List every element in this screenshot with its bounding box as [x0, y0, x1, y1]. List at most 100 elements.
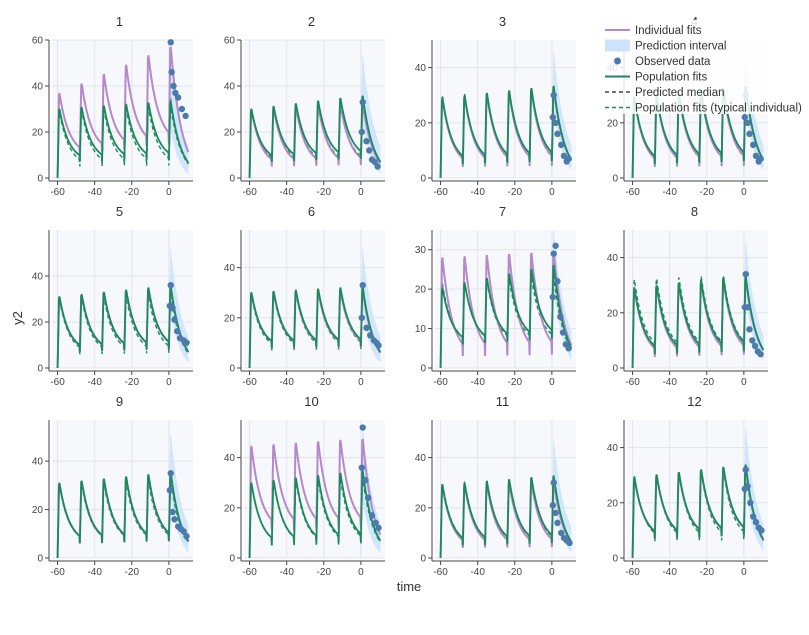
x-tick-label: -20: [700, 187, 715, 198]
y-tick-label: 0: [37, 554, 43, 565]
panel-12: -60 -40 -20 0 0 20 40 12: [607, 394, 768, 578]
observed-point: [747, 499, 754, 506]
population-fit-line: [56, 97, 190, 179]
observed-point: [183, 533, 190, 540]
population-fit-line: [56, 472, 190, 559]
observed-point: [366, 147, 373, 154]
observed-point: [375, 524, 382, 532]
population-fit-line: [631, 85, 765, 179]
observed-point: [744, 483, 751, 490]
observed-point: [171, 516, 178, 523]
y-tick-label: 0: [420, 554, 426, 565]
y-tick-label: 20: [224, 313, 236, 324]
panel-title: 5: [116, 204, 123, 219]
legend-background: [598, 20, 809, 114]
legend-swatch: [605, 39, 630, 52]
observed-point: [742, 270, 749, 278]
observed-point: [372, 519, 379, 527]
x-tick-label: 0: [741, 187, 747, 198]
observed-point: [358, 464, 366, 471]
prediction-interval-band: [743, 241, 764, 368]
observed-point: [167, 470, 174, 477]
panel-title: 1: [116, 14, 123, 29]
x-tick-label: 0: [741, 377, 747, 388]
panel-title: 10: [304, 394, 318, 409]
x-tick-label: -20: [508, 377, 523, 388]
observed-point: [566, 539, 573, 547]
x-tick-label: -40: [279, 567, 294, 578]
population-fit-line: [631, 275, 765, 369]
observed-point: [174, 94, 182, 101]
observed-point: [758, 527, 765, 534]
observed-point: [757, 351, 764, 358]
y-tick-label: 0: [229, 364, 235, 375]
x-tick-label: 0: [358, 187, 364, 198]
panel-10: -60 -40 -20 0 0 20 40 10: [224, 394, 385, 578]
observed-point: [169, 508, 176, 516]
y-tick-label: 40: [415, 63, 427, 74]
observed-point: [368, 512, 376, 519]
y-tick-label: 20: [32, 318, 44, 329]
y-tick-label: 20: [32, 505, 44, 516]
x-axis-label: time: [397, 579, 422, 594]
observed-point: [168, 69, 175, 76]
x-tick-label: -20: [125, 567, 140, 578]
y-tick-label: 60: [224, 36, 236, 47]
x-tick-label: -40: [662, 187, 677, 198]
x-tick-label: 0: [358, 377, 364, 388]
x-tick-label: -60: [50, 187, 65, 198]
y-tick-label: 20: [415, 503, 427, 514]
observed-point: [375, 342, 382, 349]
x-tick-label: -60: [625, 567, 640, 578]
x-tick-label: -40: [87, 377, 102, 388]
y-tick-label: 40: [224, 263, 236, 274]
legend-item: Observed data: [614, 56, 711, 68]
x-tick-label: -40: [87, 567, 102, 578]
observed-point: [363, 138, 370, 145]
y-tick-label: 0: [229, 554, 235, 565]
observed-point: [557, 529, 565, 537]
observed-point: [169, 305, 176, 312]
observed-point: [742, 466, 749, 473]
observed-point: [559, 329, 567, 336]
panel-title: 9: [116, 394, 123, 409]
x-tick-label: -60: [50, 377, 65, 388]
y-tick-label: 20: [607, 118, 619, 129]
observed-point: [749, 141, 757, 149]
observed-point: [554, 519, 561, 527]
observed-point: [550, 250, 557, 257]
observed-point: [749, 513, 757, 520]
observed-point: [549, 502, 557, 509]
observed-point: [167, 282, 174, 289]
y-tick-label: 20: [415, 285, 427, 296]
observed-point: [554, 278, 561, 285]
observed-point: [744, 304, 751, 311]
y-tick-label: 20: [607, 498, 619, 509]
panel-title: 8: [691, 204, 698, 219]
y-tick-label: 0: [37, 174, 43, 185]
panel-title: 7: [499, 204, 506, 219]
x-tick-label: -60: [433, 377, 448, 388]
x-tick-label: -20: [125, 377, 140, 388]
legend-label: Observed data: [635, 56, 711, 68]
observed-point: [752, 518, 760, 526]
observed-point: [374, 163, 381, 170]
x-tick-label: -20: [700, 567, 715, 578]
legend-label: Population fits: [635, 72, 707, 84]
legend-item: Individual fits: [605, 25, 702, 37]
prediction-interval-band: [360, 54, 381, 178]
panel-8: -60 -40 -20 0 0 20 40 8: [607, 204, 768, 388]
panel-6: -60 -40 -20 0 0 20 40 6: [224, 204, 385, 388]
observed-point: [557, 141, 565, 149]
panel-9: -60 -40 -20 0 0 20 40 9: [32, 394, 193, 578]
y-tick-label: 20: [224, 503, 236, 514]
x-tick-label: -40: [470, 377, 485, 388]
observed-point: [552, 509, 559, 517]
panel-1: -60 -40 -20 0 0 20 40 60 1: [32, 14, 193, 198]
population-fit-line: [248, 95, 382, 179]
legend-item: Prediction interval: [605, 39, 726, 53]
x-tick-label: -20: [125, 187, 140, 198]
population-fit-line: [56, 285, 190, 369]
observed-point: [178, 105, 186, 113]
observed-point: [359, 282, 366, 289]
